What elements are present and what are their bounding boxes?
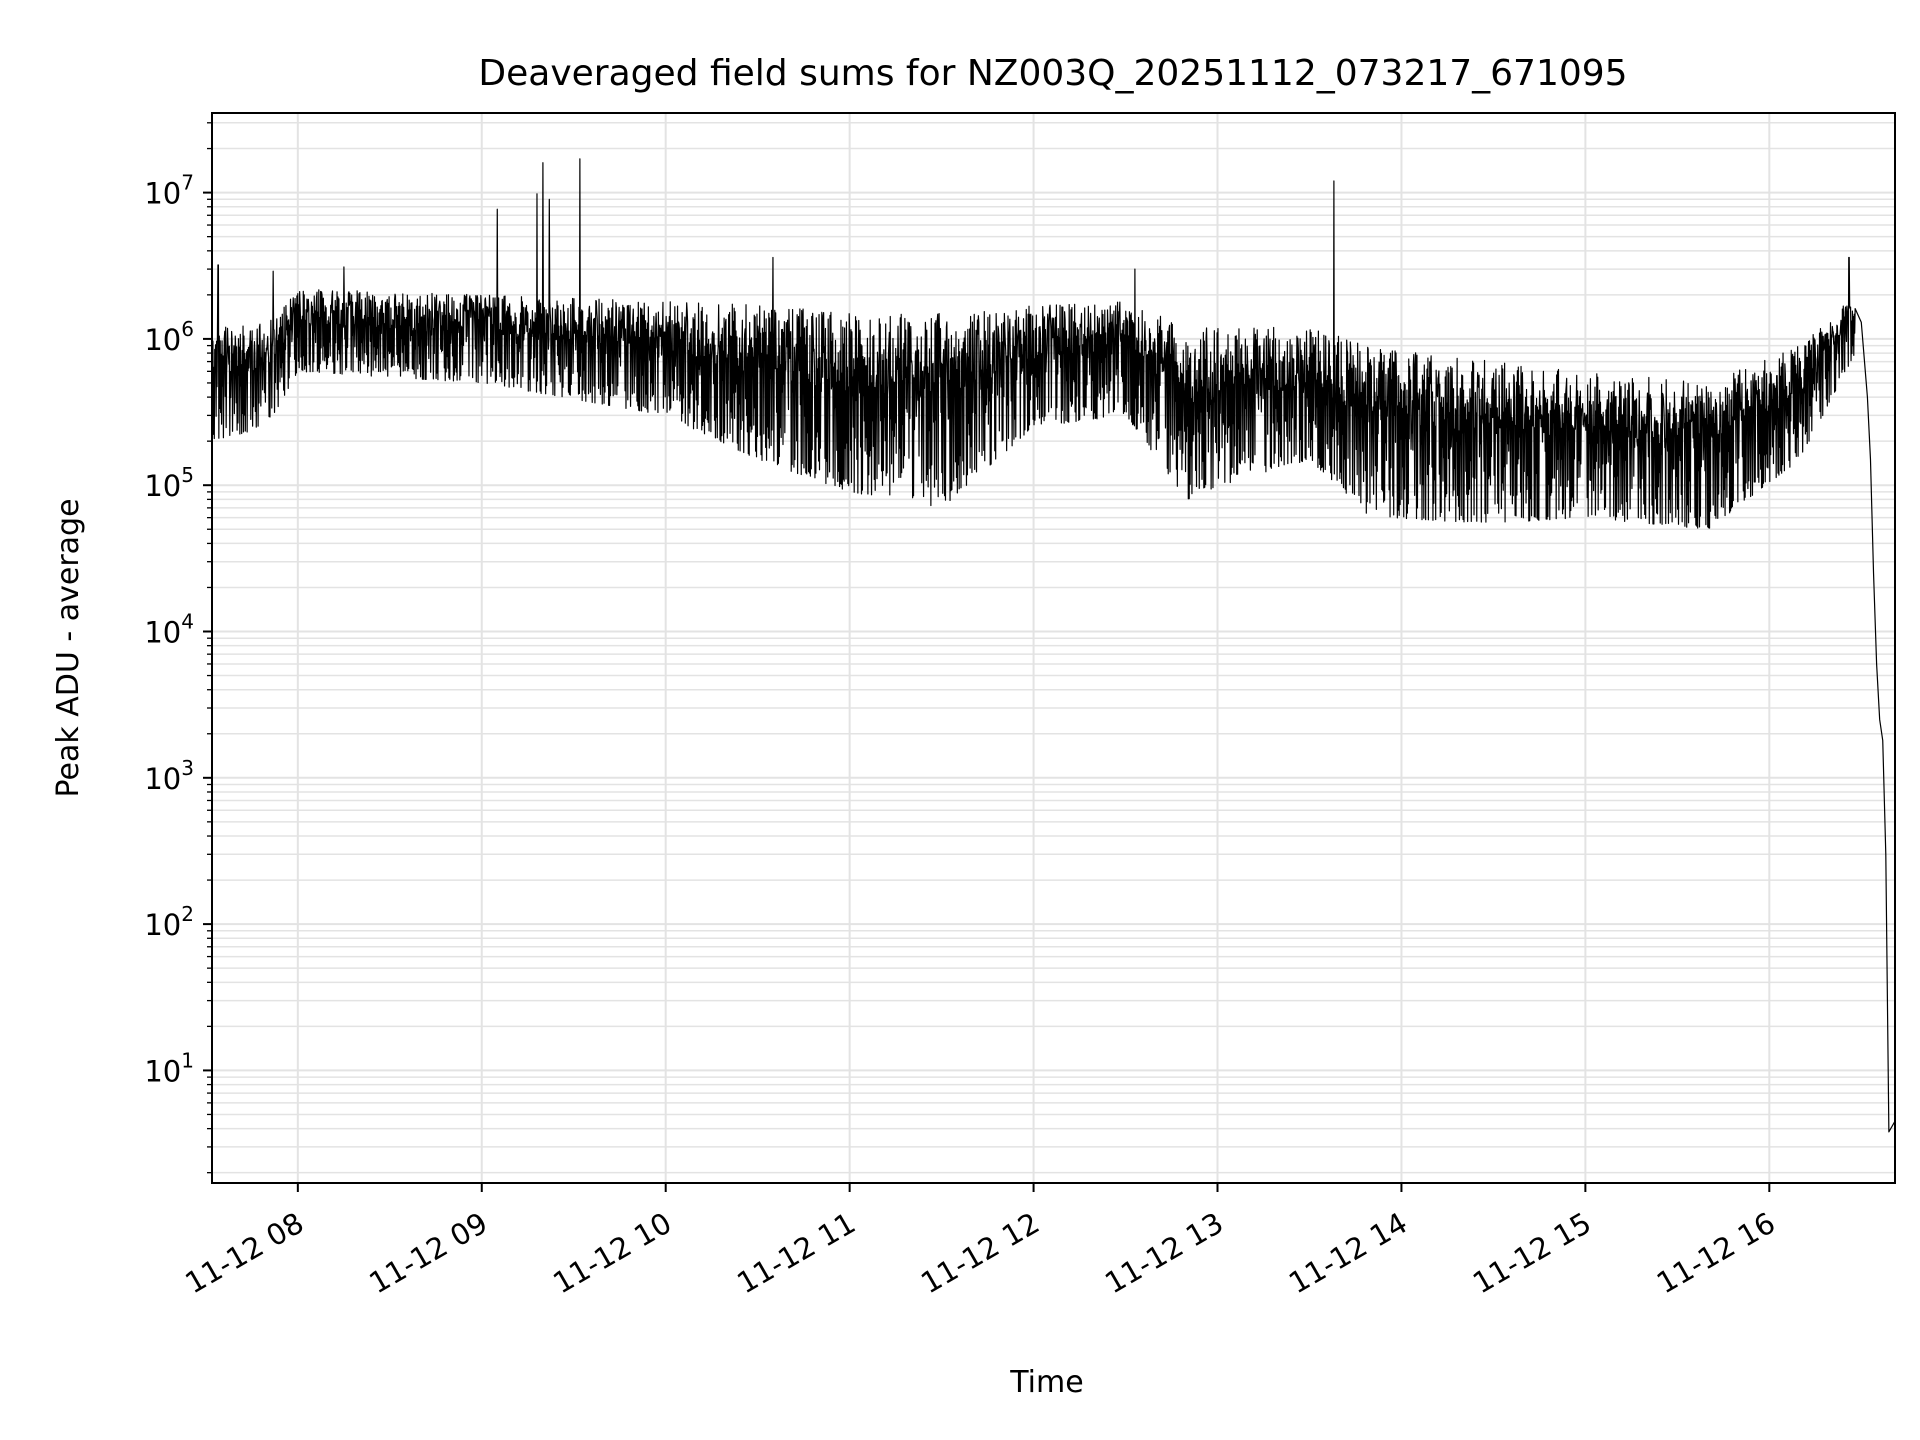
grid-major [212,113,1895,1183]
y-tick-label: 106 [144,317,194,357]
y-tick-label-exponent: 1 [181,1048,194,1072]
y-tick-label-base: 10 [144,908,181,942]
y-tick-label: 105 [144,463,194,503]
y-tick-label: 103 [144,756,194,796]
x-axis-label: Time [1009,1365,1083,1400]
y-tick-label: 101 [144,1048,194,1088]
y-tick-label-exponent: 2 [181,902,194,926]
y-tick-label-exponent: 6 [181,317,194,341]
series-line [212,158,1895,1133]
y-tick-label-exponent: 7 [181,171,194,195]
y-tick-label: 102 [144,902,194,942]
chart-title: Deaveraged field sums for NZ003Q_2025111… [478,53,1627,94]
plot-frame [211,112,1896,1184]
y-tick-label-exponent: 3 [181,756,194,780]
y-axis-label: Peak ADU - average [51,498,86,797]
ticks-layer [203,122,1771,1192]
y-tick-label: 107 [144,171,194,211]
y-tick-label-base: 10 [144,762,181,796]
y-tick-label-base: 10 [144,323,181,357]
y-tick-label-exponent: 5 [181,463,194,487]
y-tick-label-base: 10 [144,177,181,211]
y-tick-label-base: 10 [144,1054,181,1088]
y-tick-label-base: 10 [144,616,181,650]
series-layer [212,158,1895,1133]
y-tick-label: 104 [144,610,194,650]
y-tick-label-exponent: 4 [181,610,194,634]
y-tick-label-base: 10 [144,469,181,503]
